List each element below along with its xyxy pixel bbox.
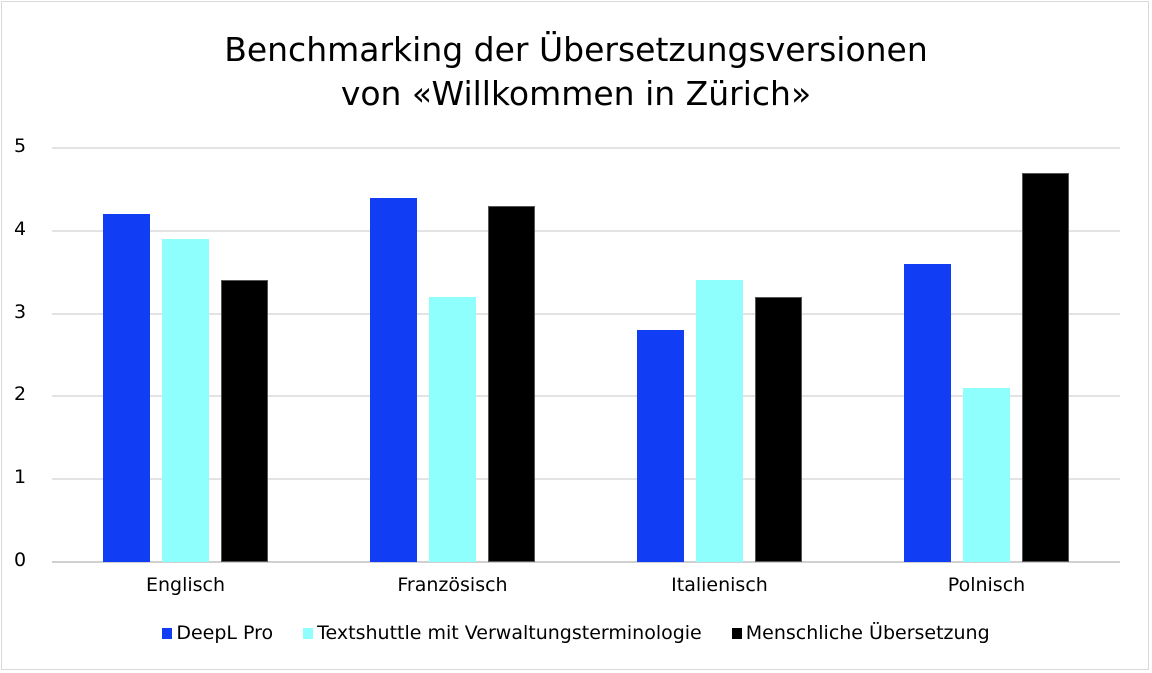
- bar-englisch-series-1: [162, 239, 209, 562]
- chart-title-line-1: Benchmarking der Übersetzungsversionen: [224, 30, 928, 69]
- legend-swatch-icon: [303, 627, 314, 639]
- legend-item: Textshuttle mit Verwaltungsterminologie: [303, 622, 702, 644]
- gridline: [52, 312, 1120, 315]
- bar-polnisch-series-1: [963, 388, 1010, 562]
- bar-italienisch-series-0: [637, 330, 684, 562]
- y-tick-label: 0: [14, 549, 27, 571]
- y-tick-label: 5: [14, 135, 27, 157]
- y-tick-label: 3: [14, 300, 27, 323]
- legend-label: DeepL Pro: [176, 622, 274, 644]
- bar-italienisch-series-2: [755, 297, 802, 562]
- chart-title: Benchmarking der Übersetzungsversionen v…: [0, 28, 1152, 116]
- legend-swatch-icon: [731, 627, 742, 639]
- y-tick-label: 2: [14, 383, 27, 406]
- legend: DeepL Pro Textshuttle mit Verwaltungsterm…: [0, 622, 1152, 644]
- x-tick-label: Italienisch: [671, 574, 768, 596]
- legend-label: Menschliche Übersetzung: [745, 622, 990, 644]
- bar-italienisch-series-1: [696, 280, 743, 562]
- legend-item: DeepL Pro: [162, 622, 273, 644]
- chart-title-line-2: von «Willkommen in Zürich»: [340, 74, 812, 113]
- x-tick-label: Französisch: [397, 574, 508, 596]
- plot-area: [52, 147, 1120, 563]
- gridline: [52, 229, 1120, 232]
- gridline: [52, 395, 1120, 398]
- bar-englisch-series-0: [103, 214, 150, 562]
- bar-englisch-series-2: [221, 280, 268, 562]
- x-tick-label: Englisch: [145, 574, 226, 596]
- legend-item: Menschliche Übersetzung: [731, 622, 990, 644]
- bar-französisch-series-0: [370, 197, 417, 562]
- bar-französisch-series-1: [429, 297, 476, 562]
- x-tick-label: Polnisch: [947, 574, 1026, 596]
- y-tick-label: 1: [14, 466, 27, 489]
- legend-swatch-icon: [162, 627, 173, 639]
- gridline: [52, 147, 1120, 149]
- gridline: [52, 561, 1120, 563]
- legend-label: Textshuttle mit Verwaltungsterminologie: [317, 622, 702, 644]
- bar-französisch-series-2: [488, 205, 535, 562]
- bar-polnisch-series-2: [1022, 172, 1069, 562]
- gridline: [52, 478, 1120, 481]
- bar-polnisch-series-0: [904, 263, 951, 562]
- y-tick-label: 4: [14, 217, 27, 240]
